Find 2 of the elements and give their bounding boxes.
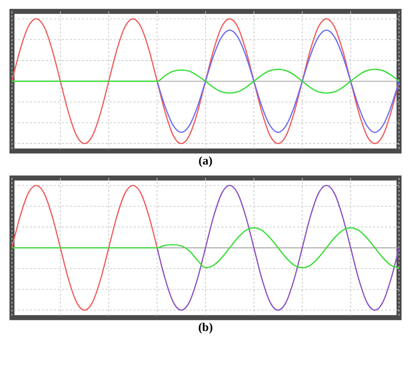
text: (b): [198, 320, 213, 334]
text: (a): [198, 153, 212, 168]
